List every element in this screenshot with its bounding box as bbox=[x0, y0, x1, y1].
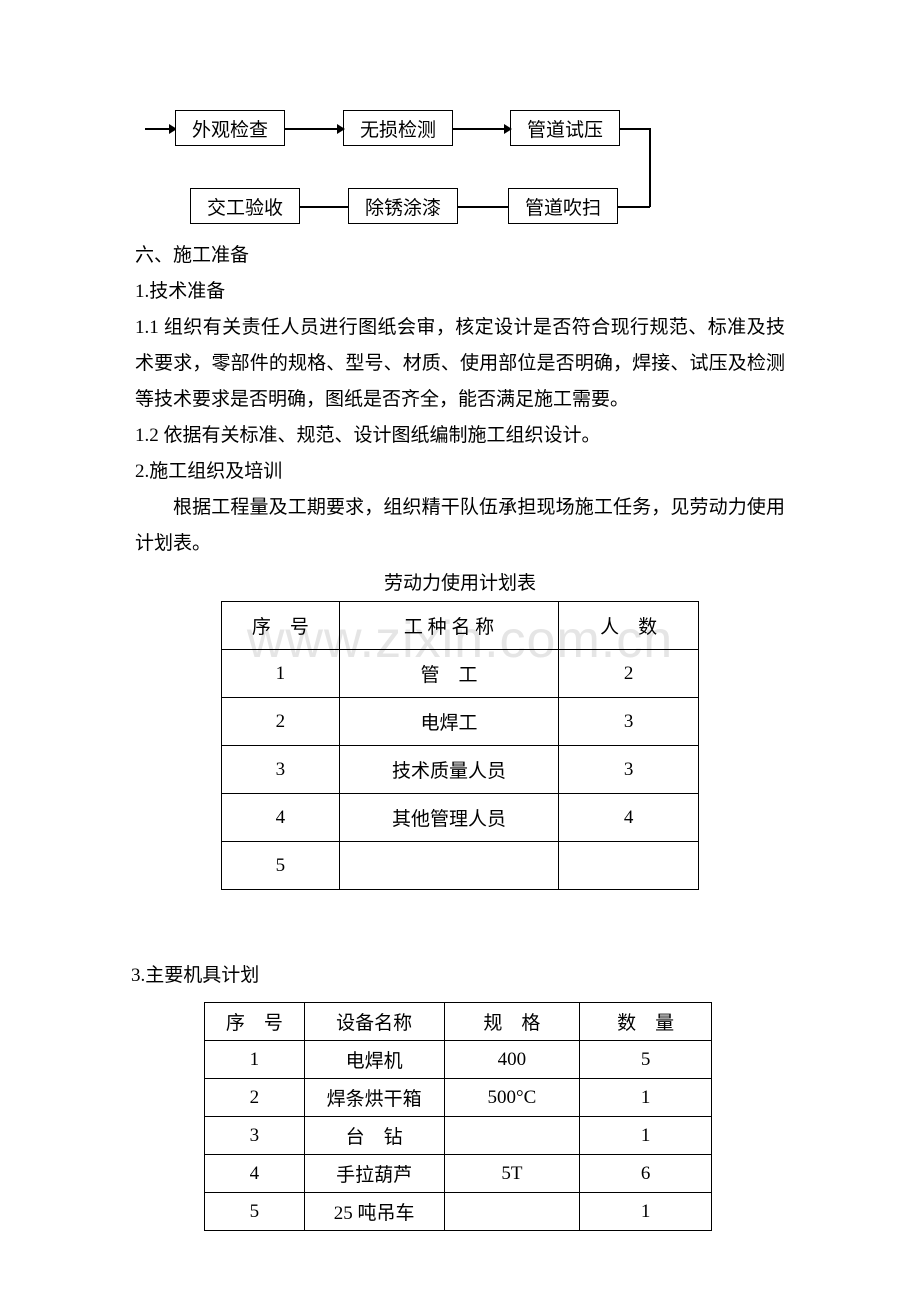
table-cell: 其他管理人员 bbox=[339, 794, 558, 842]
table-cell: 手拉葫芦 bbox=[304, 1155, 444, 1193]
flow-connector bbox=[618, 206, 650, 208]
arrow-icon bbox=[504, 124, 512, 134]
table-cell: 500°C bbox=[444, 1079, 580, 1117]
heading-6: 六、施工准备 bbox=[135, 238, 785, 274]
table-cell: 4 bbox=[205, 1155, 305, 1193]
table-row: 1电焊机4005 bbox=[205, 1041, 712, 1079]
arrow-icon bbox=[337, 124, 345, 134]
table-cell: 5 bbox=[205, 1193, 305, 1231]
section-2-body: 根据工程量及工期要求，组织精干队伍承担现场施工任务，见劳动力使用计划表。 bbox=[135, 490, 785, 562]
table-header: 规 格 bbox=[444, 1003, 580, 1041]
table-cell: 5T bbox=[444, 1155, 580, 1193]
table-row: 3台 钻 1 bbox=[205, 1117, 712, 1155]
section-3: 3.主要机具计划 序 号 设备名称 规 格 数 量 1电焊机4005 2焊条烘干… bbox=[131, 958, 785, 1231]
section-1-1: 1.1 组织有关责任人员进行图纸会审，核定设计是否符合现行规范、标准及技术要求，… bbox=[135, 310, 785, 418]
flow-node: 除锈涂漆 bbox=[348, 188, 458, 224]
table-row: 5 bbox=[222, 842, 699, 890]
table-cell: 6 bbox=[580, 1155, 712, 1193]
table1-title: 劳动力使用计划表 bbox=[135, 568, 785, 595]
flow-node: 交工验收 bbox=[190, 188, 300, 224]
table-cell: 电焊机 bbox=[304, 1041, 444, 1079]
flow-node: 外观检查 bbox=[175, 110, 285, 146]
table-cell: 1 bbox=[580, 1079, 712, 1117]
table-row: 4手拉葫芦5T6 bbox=[205, 1155, 712, 1193]
table-cell: 焊条烘干箱 bbox=[304, 1079, 444, 1117]
table-cell: 2 bbox=[205, 1079, 305, 1117]
table-row: 525 吨吊车 1 bbox=[205, 1193, 712, 1231]
flow-node: 无损检测 bbox=[343, 110, 453, 146]
table-cell bbox=[444, 1193, 580, 1231]
flow-connector bbox=[285, 128, 343, 130]
flow-label: 除锈涂漆 bbox=[365, 193, 441, 220]
equipment-plan-table: 序 号 设备名称 规 格 数 量 1电焊机4005 2焊条烘干箱500°C1 3… bbox=[204, 1002, 712, 1231]
table-header: 序 号 bbox=[222, 602, 340, 650]
flow-label: 管道试压 bbox=[527, 115, 603, 142]
table-cell bbox=[444, 1117, 580, 1155]
table-cell: 3 bbox=[205, 1117, 305, 1155]
flow-label: 无损检测 bbox=[360, 115, 436, 142]
table-header-row: 序 号 工 种 名 称 人 数 bbox=[222, 602, 699, 650]
table-cell: 技术质量人员 bbox=[339, 746, 558, 794]
table-cell: 2 bbox=[559, 650, 699, 698]
section-1-2: 1.2 依据有关标准、规范、设计图纸编制施工组织设计。 bbox=[135, 418, 785, 454]
table-row: 4其他管理人员4 bbox=[222, 794, 699, 842]
table-header: 工 种 名 称 bbox=[339, 602, 558, 650]
flow-connector bbox=[649, 128, 651, 207]
table-cell bbox=[339, 842, 558, 890]
table-cell: 5 bbox=[580, 1041, 712, 1079]
table-row: 1管 工2 bbox=[222, 650, 699, 698]
section-1-title: 1.技术准备 bbox=[135, 274, 785, 310]
table-header: 人 数 bbox=[559, 602, 699, 650]
labor-plan-table: 序 号 工 种 名 称 人 数 1管 工2 2电焊工3 3技术质量人员3 4其他… bbox=[221, 601, 699, 890]
table-cell: 3 bbox=[559, 698, 699, 746]
table-cell: 4 bbox=[559, 794, 699, 842]
table-cell: 400 bbox=[444, 1041, 580, 1079]
section-3-title: 3.主要机具计划 bbox=[131, 958, 785, 994]
table-cell: 1 bbox=[580, 1117, 712, 1155]
table-row: 2焊条烘干箱500°C1 bbox=[205, 1079, 712, 1117]
table-cell: 台 钻 bbox=[304, 1117, 444, 1155]
table-cell: 电焊工 bbox=[339, 698, 558, 746]
flow-connector bbox=[458, 206, 508, 208]
table-cell: 4 bbox=[222, 794, 340, 842]
flow-label: 管道吹扫 bbox=[525, 193, 601, 220]
flow-label: 外观检查 bbox=[192, 115, 268, 142]
table-header: 数 量 bbox=[580, 1003, 712, 1041]
table-cell: 3 bbox=[559, 746, 699, 794]
table-cell bbox=[559, 842, 699, 890]
flow-node: 管道吹扫 bbox=[508, 188, 618, 224]
table-header-row: 序 号 设备名称 规 格 数 量 bbox=[205, 1003, 712, 1041]
flow-node: 管道试压 bbox=[510, 110, 620, 146]
flow-label: 交工验收 bbox=[207, 193, 283, 220]
table-cell: 5 bbox=[222, 842, 340, 890]
table-cell: 管 工 bbox=[339, 650, 558, 698]
flow-connector bbox=[620, 128, 650, 130]
table-cell: 1 bbox=[580, 1193, 712, 1231]
table-header: 序 号 bbox=[205, 1003, 305, 1041]
table-row: 3技术质量人员3 bbox=[222, 746, 699, 794]
table-cell: 3 bbox=[222, 746, 340, 794]
table-cell: 1 bbox=[222, 650, 340, 698]
table-cell: 1 bbox=[205, 1041, 305, 1079]
flow-connector bbox=[453, 128, 510, 130]
table-header: 设备名称 bbox=[304, 1003, 444, 1041]
page-content: 外观检查 无损检测 管道试压 交工验收 除锈涂漆 管道吹扫 六、施工准备 1.技… bbox=[135, 100, 785, 1231]
section-2-title: 2.施工组织及培训 bbox=[135, 454, 785, 490]
flowchart: 外观检查 无损检测 管道试压 交工验收 除锈涂漆 管道吹扫 bbox=[135, 100, 785, 230]
table-cell: 2 bbox=[222, 698, 340, 746]
table-cell: 25 吨吊车 bbox=[304, 1193, 444, 1231]
table-row: 2电焊工3 bbox=[222, 698, 699, 746]
flow-connector bbox=[300, 206, 348, 208]
